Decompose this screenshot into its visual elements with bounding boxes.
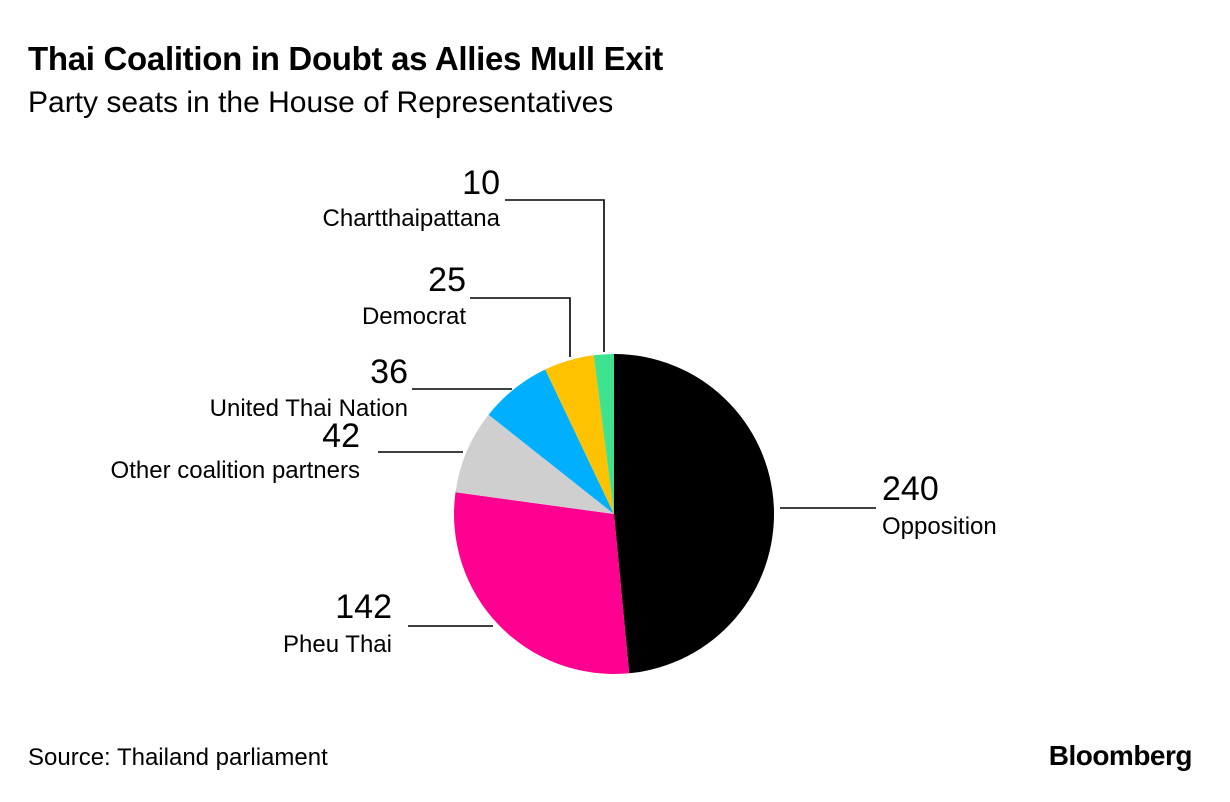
leader-line-chartthaipattana bbox=[505, 199, 605, 352]
data-label-name-chartthaipattana: Chartthaipattana bbox=[323, 205, 501, 232]
pie-slice-opposition bbox=[614, 354, 775, 674]
pie-slice-democrat bbox=[545, 355, 614, 514]
data-label-value-other-coalition-partners: 42 bbox=[322, 417, 360, 455]
pie-slice-united-thai-nation bbox=[488, 369, 614, 514]
chart-title: Thai Coalition in Doubt as Allies Mull E… bbox=[28, 40, 663, 77]
chart-subtitle: Party seats in the House of Representati… bbox=[28, 86, 614, 119]
leader-line-democrat bbox=[470, 297, 571, 357]
data-label-name-opposition: Opposition bbox=[882, 513, 997, 540]
data-label-value-pheu-thai: 142 bbox=[335, 588, 392, 626]
source-note: Source: Thailand parliament bbox=[28, 744, 328, 771]
pie-slice-pheu-thai bbox=[453, 492, 630, 674]
pie-slice-chartthaipattana bbox=[593, 354, 614, 514]
data-label-name-other-coalition-partners: Other coalition partners bbox=[111, 457, 360, 484]
data-label-value-united-thai-nation: 36 bbox=[370, 353, 408, 391]
data-label-name-democrat: Democrat bbox=[362, 303, 466, 330]
bloomberg-logo: Bloomberg bbox=[1048, 740, 1193, 771]
data-label-name-pheu-thai: Pheu Thai bbox=[283, 631, 392, 658]
data-label-value-opposition: 240 bbox=[882, 470, 939, 508]
data-label-value-democrat: 25 bbox=[428, 261, 466, 299]
pie-slice-other-coalition-partners bbox=[455, 414, 614, 514]
data-label-name-united-thai-nation: United Thai Nation bbox=[210, 395, 408, 422]
data-label-value-chartthaipattana: 10 bbox=[462, 164, 500, 202]
